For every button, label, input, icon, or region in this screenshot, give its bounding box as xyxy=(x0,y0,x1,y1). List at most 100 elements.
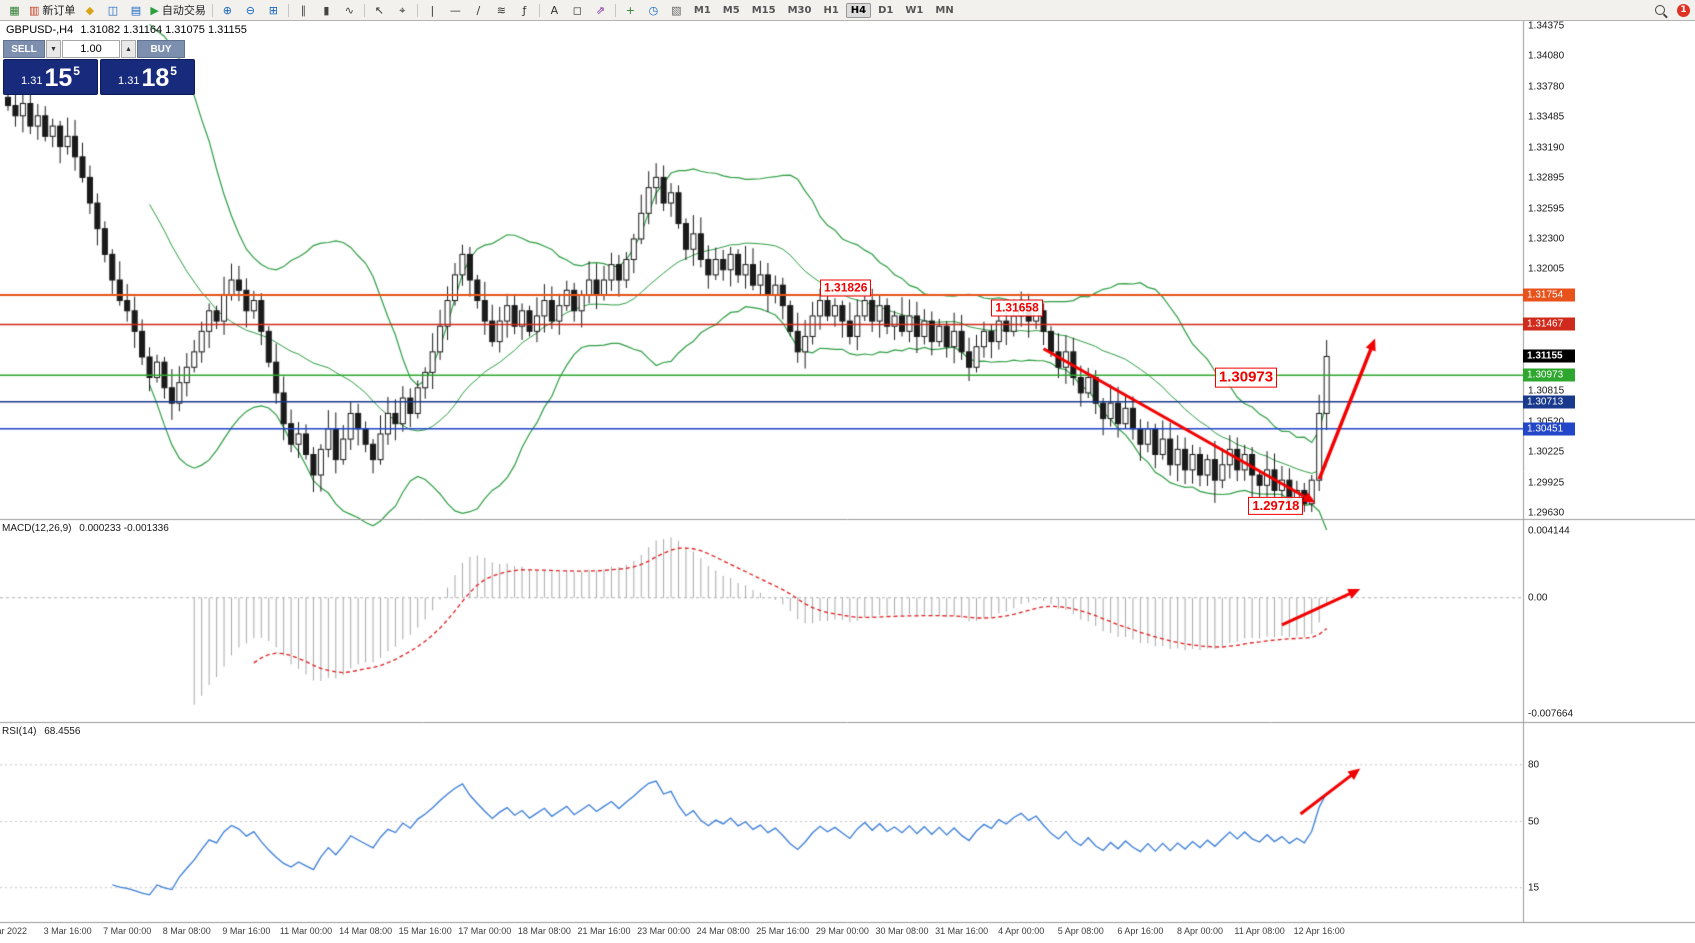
channel-icon: ≋ xyxy=(496,3,506,17)
navigator-button[interactable]: ▤ xyxy=(124,1,147,20)
timeframe-M5[interactable]: M5 xyxy=(722,4,740,16)
one-click-controls-row: SELL ▼ ▲ BUY xyxy=(3,40,195,58)
template-button[interactable]: ▧ xyxy=(665,1,688,20)
indicators-icon: + xyxy=(625,3,635,17)
buy-price-prefix: 1.31 xyxy=(118,75,140,87)
zoom-in-icon: ⊕ xyxy=(222,3,232,17)
cursor-button[interactable]: ↖ xyxy=(368,1,391,20)
sell-price-big: 15 xyxy=(44,64,73,92)
toolbar-separator xyxy=(538,3,540,17)
text-label-button[interactable]: ◻ xyxy=(566,1,589,20)
symbol-period-label: GBPUSD-,H4 xyxy=(6,24,74,36)
price-annotation[interactable]: 1.31826 xyxy=(820,279,872,297)
timeframe-buttons-group: M1 M5 M15 M30 H1 H4 D1 W1 MN xyxy=(688,2,960,18)
toolbar-right-group: 1 xyxy=(1648,1,1692,20)
toolbar-separator xyxy=(211,3,213,17)
macd-indicator-name: MACD(12,26,9) xyxy=(2,523,72,534)
toolbar-separator xyxy=(416,3,418,17)
crosshair-button[interactable]: ⌖ xyxy=(391,1,414,20)
text-button[interactable]: A xyxy=(543,1,566,20)
candlestick-chart-button[interactable]: ▮ xyxy=(315,1,338,20)
timeframe-D1[interactable]: D1 xyxy=(878,4,894,16)
autotrade-icon: ▶ xyxy=(150,3,159,17)
timeframe-H1[interactable]: H1 xyxy=(823,4,839,16)
timeframe-M1[interactable]: M1 xyxy=(693,4,711,16)
indicators-button[interactable]: + xyxy=(619,1,642,20)
toolbar: ▦ ▥ 新订单 ◆ ◫ ▤ ▶ 自动交易 ⊕ ⊖ ⊞ ∥ ▮ ∿ ↖ ⌖ | — ∕ ≋ ƒ A ◻ ⇗ + ◷ ▧ M1 M5 M15… xyxy=(0,0,1695,21)
toolbar-buttons-group: ▦ ▥ 新订单 ◆ ◫ ▤ ▶ 自动交易 ⊕ ⊖ ⊞ ∥ ▮ ∿ ↖ ⌖ | — ∕ ≋ ƒ A ◻ ⇗ + ◷ ▧ xyxy=(3,1,688,20)
toolbar-separator xyxy=(614,3,616,17)
timeframe-H4[interactable]: H4 xyxy=(845,2,872,18)
zoom-out-button[interactable]: ⊖ xyxy=(239,1,262,20)
market-watch-icon: ◆ xyxy=(85,3,95,17)
toolbar-separator xyxy=(287,3,289,17)
price-annotation[interactable]: 1.30973 xyxy=(1214,367,1278,388)
macd-pane-label: MACD(12,26,9) 0.000233 -0.001336 xyxy=(2,523,169,534)
template-icon: ▧ xyxy=(671,3,682,17)
bar-chart-button[interactable]: ∥ xyxy=(292,1,315,20)
volume-decrease-button[interactable]: ▼ xyxy=(46,40,61,58)
crosshair-icon: ⌖ xyxy=(399,3,406,17)
arrows-icon: ⇗ xyxy=(595,3,605,17)
navigator-icon: ▤ xyxy=(130,3,142,17)
new-order-button[interactable]: ▥ 新订单 xyxy=(26,1,78,20)
sell-price-prefix: 1.31 xyxy=(21,75,43,87)
bar-chart-icon: ∥ xyxy=(300,3,307,17)
sell-price-display[interactable]: 1.31 15 5 xyxy=(3,59,98,95)
vertical-line-icon: | xyxy=(430,3,435,17)
periods-icon: ◷ xyxy=(648,3,659,17)
buy-button[interactable]: BUY xyxy=(137,40,185,58)
ohlc-values-label: 1.31082 1.31164 1.31075 1.31155 xyxy=(80,24,247,36)
search-icon xyxy=(1654,5,1665,15)
price-annotation[interactable]: 1.31658 xyxy=(991,299,1043,317)
rsi-pane-label: RSI(14) 68.4556 xyxy=(2,726,80,737)
tile-windows-icon: ⊞ xyxy=(268,3,278,17)
text-icon: A xyxy=(550,3,559,17)
cursor-icon: ↖ xyxy=(374,3,384,17)
zoom-in-button[interactable]: ⊕ xyxy=(216,1,239,20)
market-watch-button[interactable]: ◆ xyxy=(78,1,101,20)
sell-button[interactable]: SELL xyxy=(3,40,45,58)
candlestick-chart-icon: ▮ xyxy=(323,3,330,17)
buy-price-big: 18 xyxy=(141,64,170,92)
trendline-icon: ∕ xyxy=(476,3,481,17)
trendline-button[interactable]: ∕ xyxy=(467,1,490,20)
autotrade-button[interactable]: ▶ 自动交易 xyxy=(147,1,208,20)
periods-button[interactable]: ◷ xyxy=(642,1,665,20)
horizontal-line-icon: — xyxy=(449,3,461,17)
zoom-out-icon: ⊖ xyxy=(245,3,255,17)
notification-badge[interactable]: 1 xyxy=(1677,3,1690,17)
text-label-icon: ◻ xyxy=(572,3,582,17)
data-window-icon: ◫ xyxy=(107,3,119,17)
line-chart-button[interactable]: ∿ xyxy=(338,1,361,20)
vertical-line-button[interactable]: | xyxy=(421,1,444,20)
channel-button[interactable]: ≋ xyxy=(490,1,513,20)
tile-windows-button[interactable]: ⊞ xyxy=(262,1,285,20)
volume-increase-button[interactable]: ▲ xyxy=(121,40,136,58)
volume-input[interactable] xyxy=(62,40,120,58)
timeframe-M15[interactable]: M15 xyxy=(751,4,776,16)
arrows-button[interactable]: ⇗ xyxy=(589,1,612,20)
new-chart-button[interactable]: ▦ xyxy=(3,1,26,20)
search-button[interactable] xyxy=(1648,1,1671,20)
fibonacci-button[interactable]: ƒ xyxy=(513,1,536,20)
data-window-button[interactable]: ◫ xyxy=(101,1,124,20)
rsi-indicator-value: 68.4556 xyxy=(44,726,81,737)
line-chart-icon: ∿ xyxy=(344,3,354,17)
buy-price-sup: 5 xyxy=(170,64,177,78)
autotrade-button-label: 自动交易 xyxy=(161,4,206,17)
new-order-button-label: 新订单 xyxy=(42,4,76,17)
buy-price-display[interactable]: 1.31 18 5 xyxy=(100,59,195,95)
timeframe-MN[interactable]: MN xyxy=(935,4,954,16)
one-click-prices-row: 1.31 15 5 1.31 18 5 xyxy=(3,59,195,95)
new-chart-icon: ▦ xyxy=(9,3,20,17)
rsi-indicator-name: RSI(14) xyxy=(2,726,37,737)
price-annotation[interactable]: 1.29718 xyxy=(1248,496,1304,515)
fibonacci-icon: ƒ xyxy=(522,3,527,17)
horizontal-line-button[interactable]: — xyxy=(444,1,467,20)
timeframe-M30[interactable]: M30 xyxy=(787,4,812,16)
macd-indicator-values: 0.000233 -0.001336 xyxy=(79,523,169,534)
new-order-icon: ▥ xyxy=(29,3,40,17)
timeframe-W1[interactable]: W1 xyxy=(905,4,924,16)
